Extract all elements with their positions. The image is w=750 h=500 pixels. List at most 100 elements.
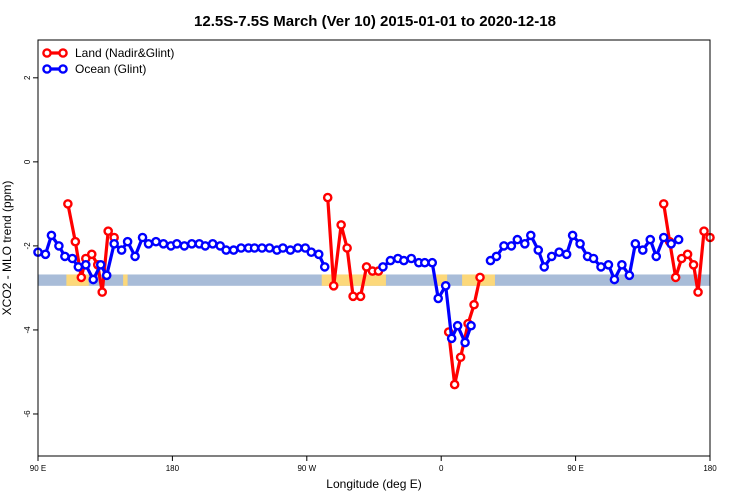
data-point [575,238,585,249]
data-point [469,299,479,310]
x-tick-label: 180 [703,464,717,473]
series-group [33,230,684,348]
data-point [624,270,635,281]
data-point [122,236,133,247]
data-point [101,270,112,281]
data-point [433,293,444,304]
data-point [151,236,161,247]
y-tick-label: -2 [23,242,32,250]
legend-item: Ocean (Glint) [42,62,146,76]
data-point [285,245,296,255]
data-point [116,245,127,255]
data-point [80,260,91,270]
data-point [103,226,113,236]
data-point [293,243,303,253]
y-tick-label: -4 [23,326,32,334]
data-point [475,272,485,283]
data-point [406,253,417,264]
y-tick-label: 0 [23,159,32,164]
data-point [658,199,669,209]
data-point [466,320,476,331]
legend-marker [58,48,68,58]
data-point [526,230,536,241]
legend-label: Ocean (Glint) [75,62,146,76]
data-point [306,247,317,258]
data-point [336,220,346,230]
x-axis-label: Longitude (deg E) [326,477,421,491]
legend-marker [42,64,52,74]
data-point [682,249,693,260]
data-point [88,274,99,285]
data-point [257,243,267,253]
surface-band [38,274,710,286]
data-point [215,241,225,251]
data-point [561,249,572,260]
x-tick-label: 90 E [567,464,583,473]
data-point [207,238,218,249]
y-tick-label: -6 [23,410,32,418]
y-tick-label: 2 [23,75,32,80]
data-point [70,236,81,247]
data-point [446,333,457,344]
data-point [603,260,614,270]
data-point [60,251,70,262]
data-point [179,241,190,251]
chart-title: 12.5S-7.5S March (Ver 10) 2015-01-01 to … [194,13,556,30]
data-point [506,241,517,251]
land-band-segment [435,274,448,286]
legend-marker [42,48,52,58]
data-point [322,192,333,203]
data-point [399,255,409,266]
data-point [300,243,311,253]
data-point [172,238,182,249]
data-point [249,243,260,253]
data-point [693,287,703,297]
data-point [236,243,246,253]
data-point [533,245,544,255]
data-point [319,262,330,272]
data-point [109,238,119,249]
data-point [67,253,78,264]
series-group [63,192,715,390]
data-point [539,262,550,272]
data-point [651,251,662,262]
data-point [54,241,64,251]
data-point [630,238,641,249]
data-point [645,234,656,245]
data-point [419,257,430,268]
data-point [200,241,211,251]
data-point [328,281,339,291]
data-point [567,230,578,241]
data-point [617,260,627,270]
data-point [670,272,681,283]
data-point [673,234,684,245]
legend-marker [58,64,68,74]
data-point [278,243,288,253]
data-point [588,253,599,264]
data-point [158,238,169,249]
data-point [63,199,73,209]
land-band-segment [123,274,128,286]
data-point [137,232,148,243]
data-point [76,272,87,283]
data-point [638,245,648,255]
data-point [499,241,509,251]
data-point [143,238,154,249]
data-point [676,253,687,264]
data-point [609,274,620,285]
data-point [440,281,451,291]
data-point [452,320,463,331]
legend: Land (Nadir&Glint) Ocean (Glint) [42,46,174,76]
x-tick-label: 90 E [30,464,46,473]
data-point [546,251,557,262]
data-point [485,255,496,266]
data-point [699,226,709,236]
data-point [666,238,676,249]
land-band-segment [321,274,386,286]
data-point [46,230,57,241]
data-point [449,379,460,390]
data-point [40,249,51,260]
x-tick-label: 180 [166,464,180,473]
data-point [313,249,324,260]
data-point [342,243,352,253]
